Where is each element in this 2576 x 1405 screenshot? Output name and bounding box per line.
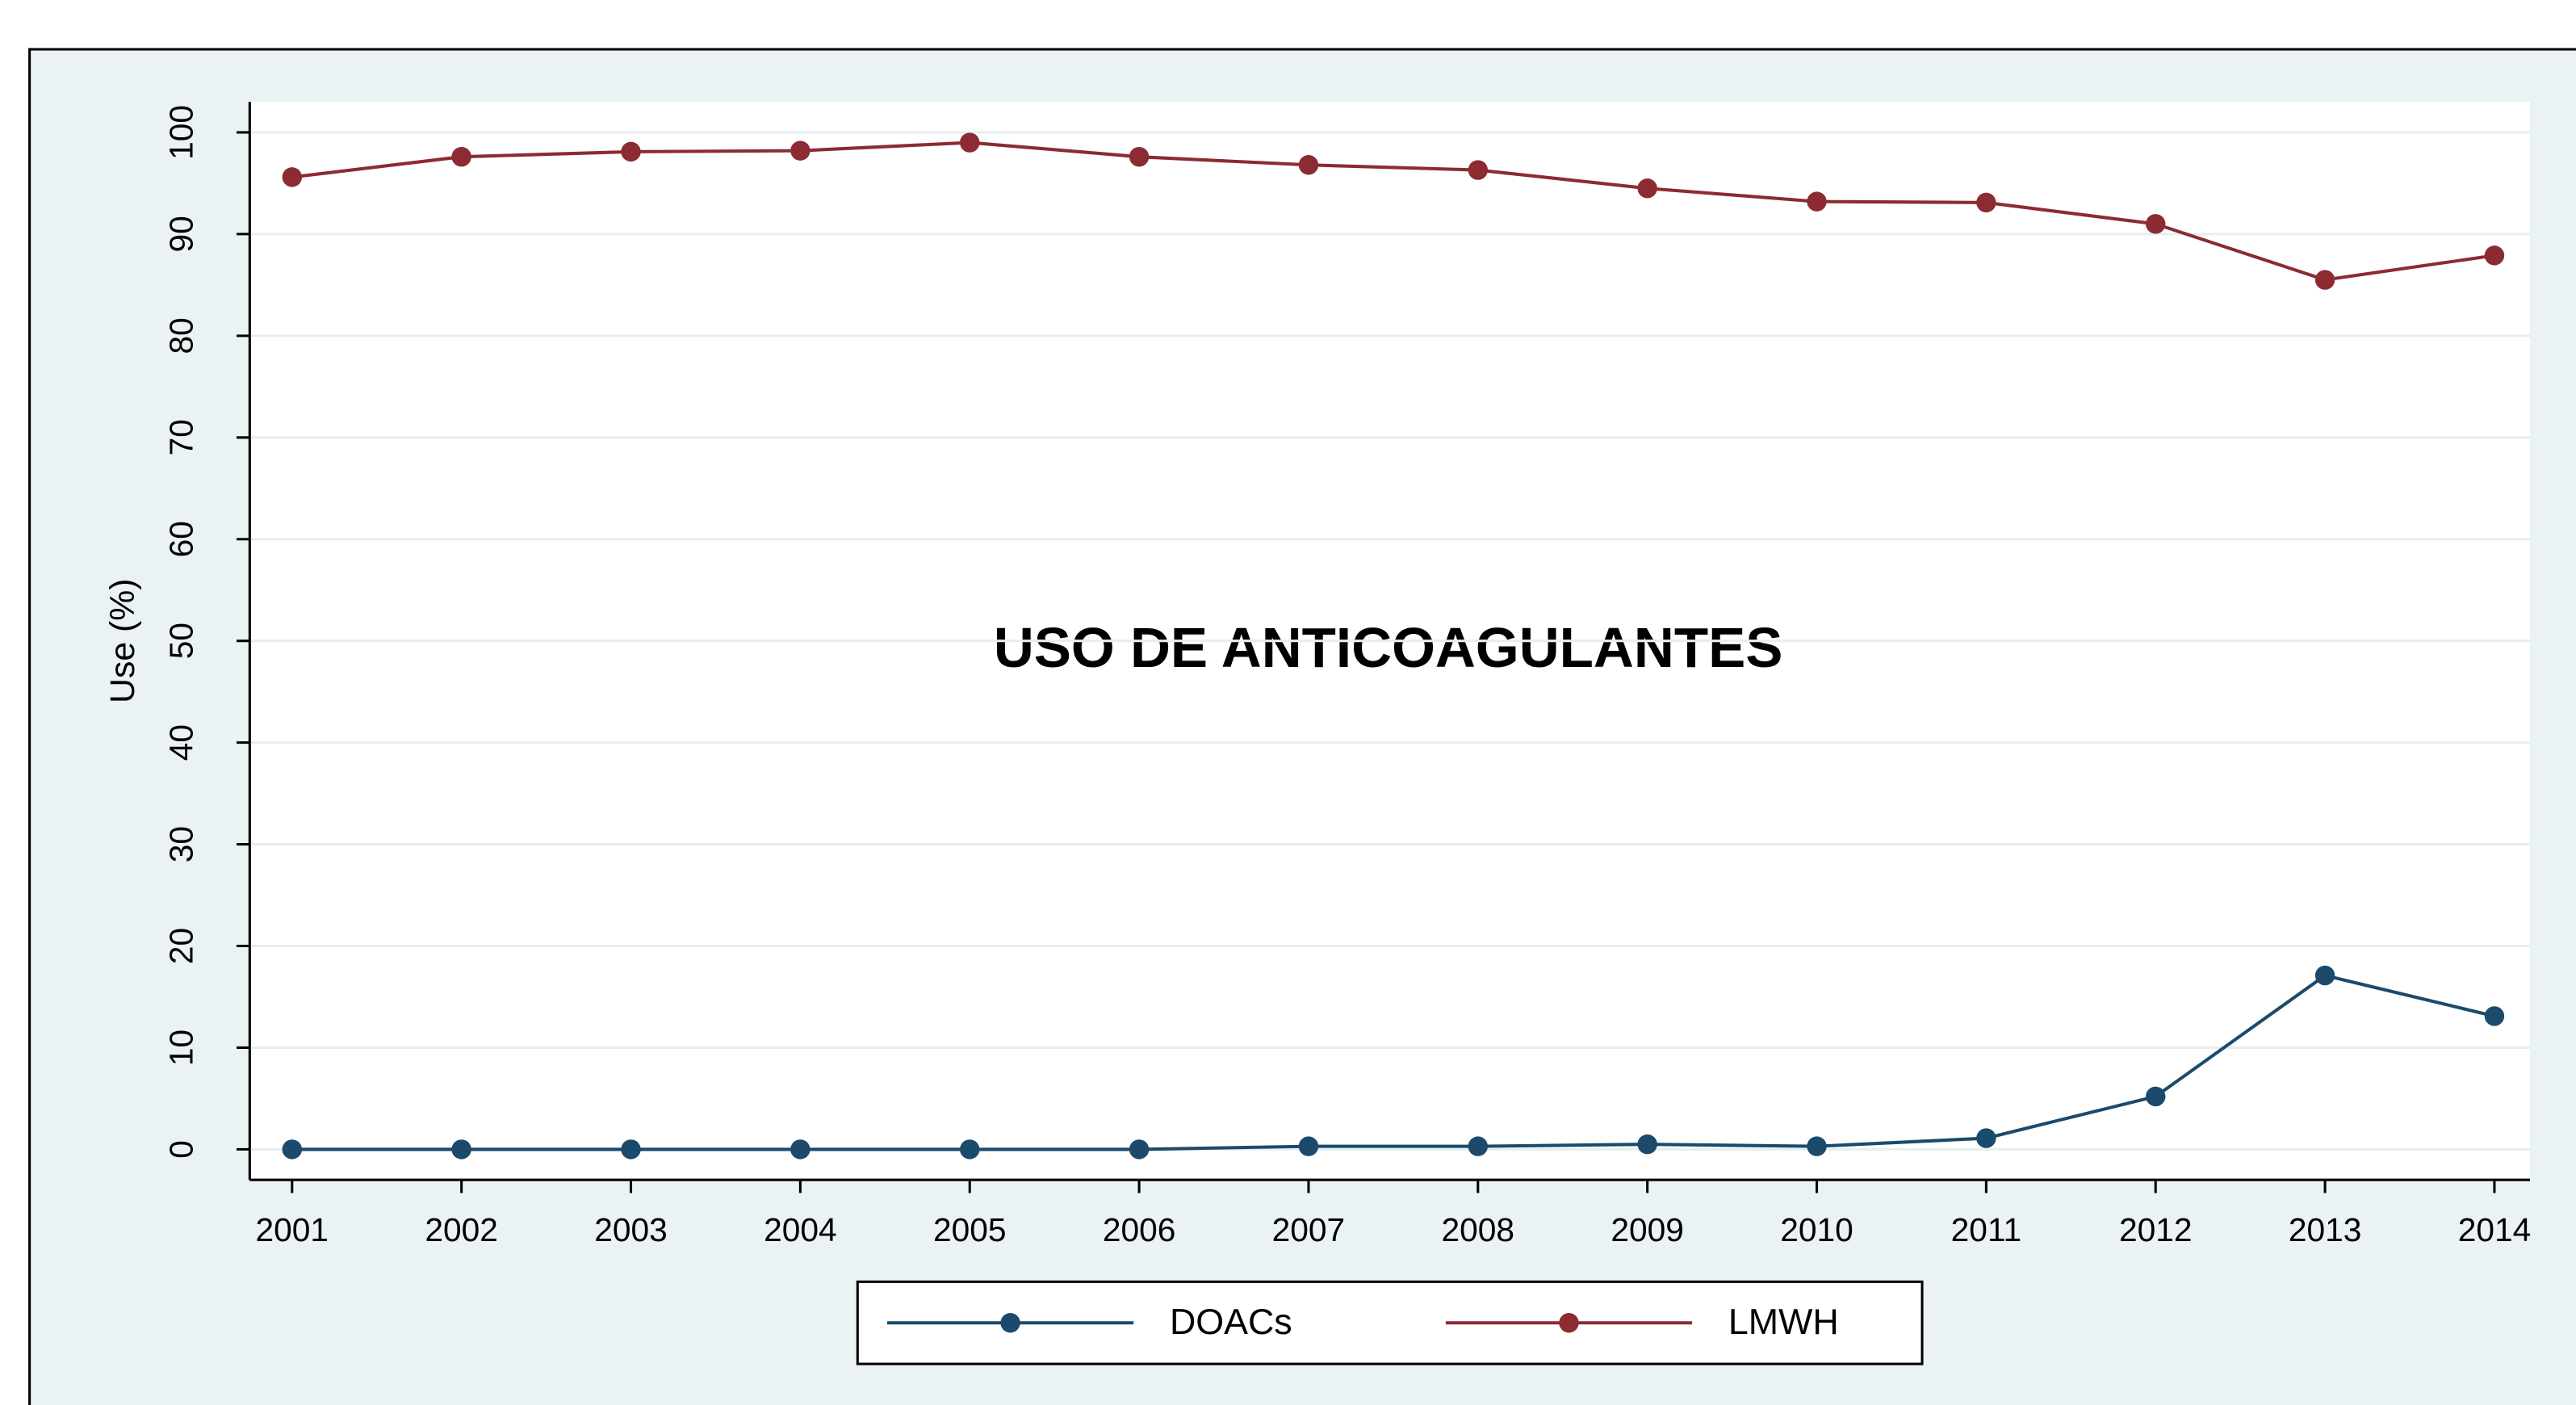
legend-label: DOACs — [1170, 1302, 1292, 1342]
data-point — [1129, 1139, 1150, 1160]
data-point — [1807, 191, 1827, 212]
y-tick-label: 100 — [163, 105, 200, 160]
y-tick-label: 0 — [163, 1140, 200, 1159]
y-tick-label: 70 — [163, 419, 200, 455]
data-point — [2146, 214, 2166, 234]
data-point — [1468, 1136, 1489, 1156]
legend-marker — [1559, 1313, 1579, 1333]
y-tick-label: 40 — [163, 724, 200, 761]
y-tick-label: 50 — [163, 623, 200, 659]
data-point — [1129, 146, 1150, 167]
annotation: USO DE ANTICOAGULANTES — [994, 616, 1783, 679]
x-tick-label: 2005 — [933, 1211, 1007, 1248]
series-line — [291, 140, 2495, 282]
data-point — [2484, 1006, 2505, 1026]
x-tick-label: 2004 — [764, 1211, 837, 1248]
x-tick-label: 2013 — [2289, 1211, 2362, 1248]
y-tick-label: 30 — [163, 826, 200, 862]
x-tick-label: 2002 — [425, 1211, 498, 1248]
x-tick-label: 2006 — [1103, 1211, 1176, 1248]
data-point — [1637, 1134, 1657, 1155]
data-point — [451, 146, 471, 167]
legend-label: LMWH — [1728, 1302, 1839, 1342]
y-axis-label: Use (%) — [103, 579, 142, 703]
data-point — [960, 1139, 980, 1160]
y-tick-label: 80 — [163, 317, 200, 354]
x-tick-label: 2010 — [1780, 1211, 1853, 1248]
data-point — [1976, 192, 1996, 213]
data-point — [2146, 1086, 2166, 1107]
x-tick-label: 2008 — [1442, 1211, 1515, 1248]
series-line — [291, 973, 2495, 1151]
x-tick-label: 2001 — [256, 1211, 329, 1248]
data-point — [790, 1139, 810, 1160]
data-point — [621, 141, 641, 162]
data-point — [1637, 178, 1657, 199]
data-point — [1298, 155, 1319, 175]
x-tick-label: 2014 — [2458, 1211, 2532, 1248]
y-tick-label: 60 — [163, 521, 200, 557]
y-tick-label: 10 — [163, 1030, 200, 1066]
data-point — [960, 132, 980, 153]
data-point — [1298, 1136, 1319, 1156]
y-tick-label: 20 — [163, 928, 200, 964]
data-point — [790, 140, 810, 161]
data-point — [2484, 245, 2505, 266]
x-tick-label: 2012 — [2119, 1211, 2193, 1248]
data-point — [2314, 965, 2335, 986]
y-tick-label: 90 — [163, 216, 200, 252]
data-point — [1976, 1128, 1996, 1148]
data-point — [2314, 270, 2335, 290]
data-point — [621, 1139, 641, 1160]
x-tick-label: 2007 — [1272, 1211, 1346, 1248]
data-point — [1468, 160, 1489, 180]
data-point — [282, 167, 303, 187]
data-point — [282, 1139, 303, 1160]
x-tick-label: 2003 — [594, 1211, 668, 1248]
data-point — [451, 1139, 471, 1160]
x-tick-label: 2011 — [1951, 1211, 2022, 1248]
x-tick-label: 2009 — [1611, 1211, 1684, 1248]
legend-marker — [1000, 1313, 1020, 1333]
data-point — [1807, 1136, 1827, 1156]
